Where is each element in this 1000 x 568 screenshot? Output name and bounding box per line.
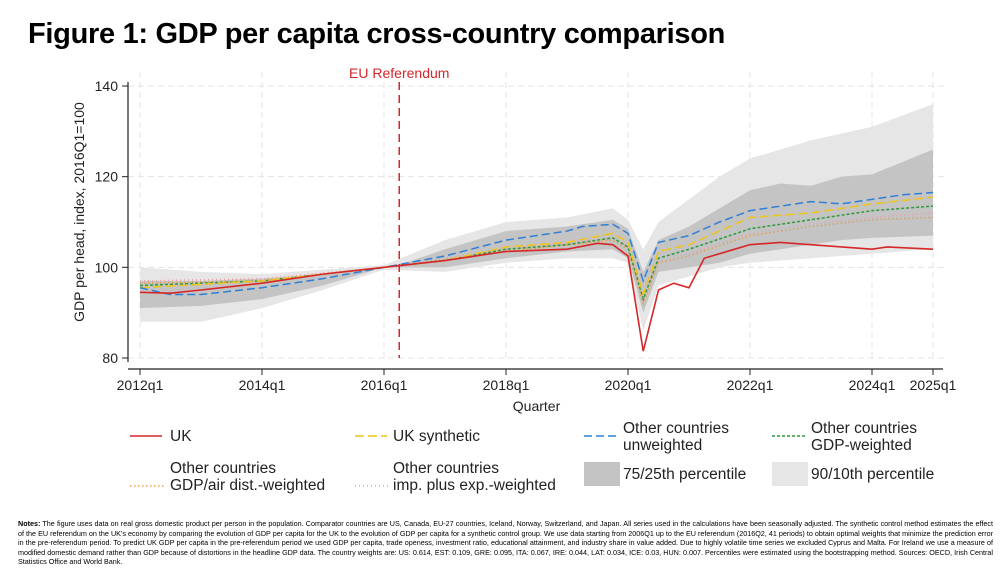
legend-uk: UK [170,428,192,445]
y-tick-label: 100 [95,259,119,275]
y-tick-label: 140 [95,78,119,94]
legend-p90: 90/10th percentile [811,466,935,483]
y-tick-label: 120 [95,169,119,185]
x-tick-label: 2024q1 [849,377,896,393]
legend-p75: 75/25th percentile [623,466,747,483]
y-axis-label: GDP per head, index, 2016Q1=100 [71,102,87,322]
x-tick-label: 2022q1 [727,377,774,393]
legend-line: unweighted [623,437,703,454]
notes: Notes: The figure uses data on real gros… [18,519,993,567]
series-uk [139,241,934,352]
referendum-label: EU Referendum [349,65,449,81]
x-tick-label: 2018q1 [483,377,530,393]
x-tick-label: 2014q1 [239,377,286,393]
legend-swatch-uk-synthetic [355,435,387,437]
legend-gdp-air: Other countries GDP/air dist.-weighted [170,460,325,494]
legend-swatch-imp-exp [355,485,389,487]
legend-swatch-uk [130,435,162,437]
x-tick-label: 2025q1 [910,377,957,393]
legend-unweighted: Other countries unweighted [623,420,729,454]
x-tick-label: 2016q1 [361,377,408,393]
legend-uk-synthetic: UK synthetic [393,428,481,445]
legend-line: GDP-weighted [811,437,912,454]
legend-swatch-p90 [772,462,808,486]
notes-text: The figure uses data on real gross domes… [18,519,993,567]
legend-line: GDP/air dist.-weighted [170,477,326,494]
notes-label: Notes: [18,519,41,528]
y-tick-label: 80 [102,350,118,366]
legend-line: Other countries [623,420,729,437]
legend-line: Other countries [811,420,917,437]
legend-line: imp. plus exp.-weighted [393,477,556,494]
x-tick-label: 2012q1 [117,377,164,393]
x-tick-label: 2020q1 [605,377,652,393]
legend-line: Other countries [170,460,276,477]
series-other-countries-unweighted [139,191,934,296]
legend-swatch-gdp-weighted [772,435,806,437]
legend-line: Other countries [393,460,499,477]
figure-title: Figure 1: GDP per capita cross-country c… [28,18,726,50]
legend-swatch-gdp-air [130,485,164,487]
legend-swatch-unweighted [584,435,618,437]
band-75-25th-percentile [140,149,933,313]
legend-imp-exp: Other countries imp. plus exp.-weighted [393,460,556,494]
legend-gdp-weighted: Other countries GDP-weighted [811,420,917,454]
x-axis-label: Quarter [513,398,561,414]
gdp-chart: EU Referendum 80 100 120 140 2012q1 2014q1 2016… [71,65,957,414]
legend-swatch-p75 [584,462,620,486]
